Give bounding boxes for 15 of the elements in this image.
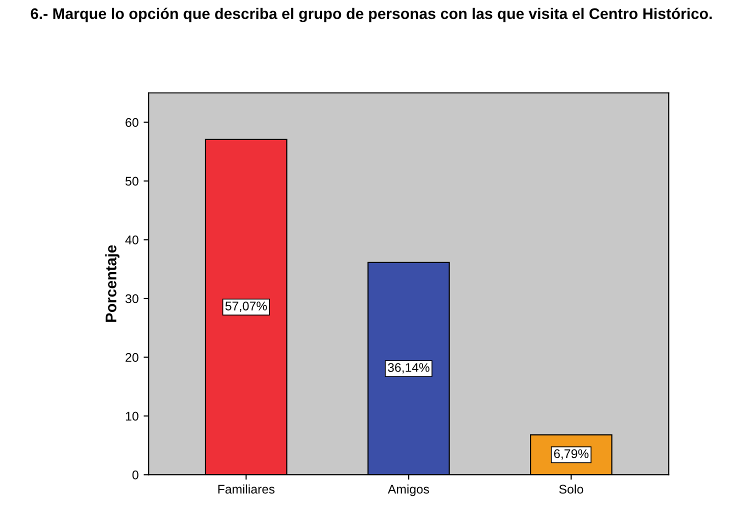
y-tick-label: 10 [126,412,138,421]
y-tick-label: 0 [132,470,138,480]
data-label: 6,79% [554,449,588,460]
y-tick-label: 40 [125,236,138,244]
x-tick-label: Amigos [388,484,430,496]
y-tick-label: 20 [126,353,138,362]
y-axis-title: Porcentaje [105,245,120,322]
chart-title: 6.- Marque lo opción que describa el grupo de personas con las que visita el Centro Histórico. [30,8,712,22]
y-tick-label: 50 [125,176,138,186]
data-label: 57,07% [225,302,267,312]
y-tick-label: 30 [125,294,138,304]
data-label: 36,14% [388,363,430,374]
x-tick-label: Solo [559,484,584,494]
x-tick-label: Familiares [218,484,274,494]
y-tick-label: 60 [126,118,138,127]
